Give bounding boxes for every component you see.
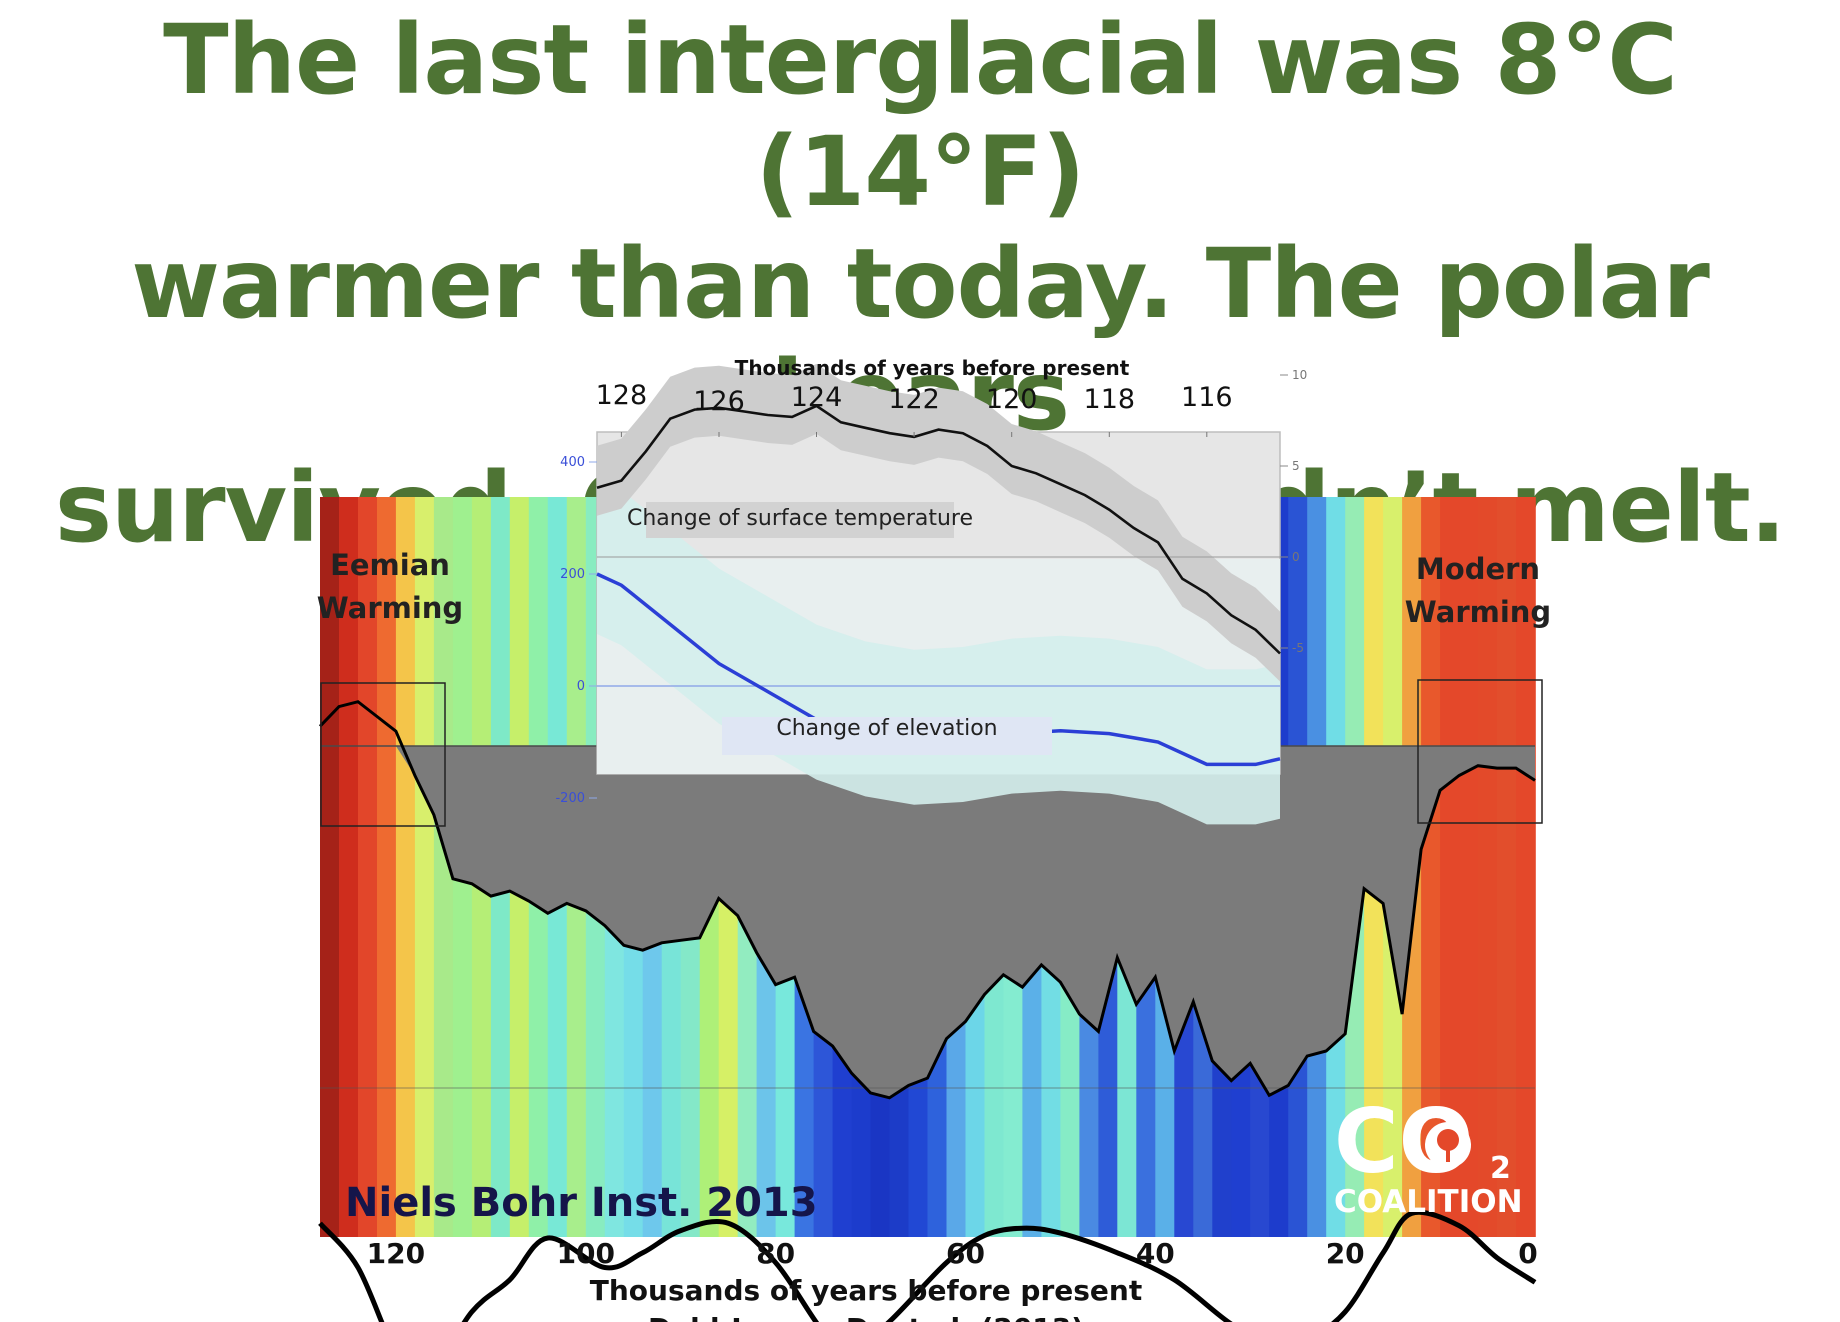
co2-coalition-logo: CO 2 COALITION <box>1334 1090 1523 1220</box>
main-x-ticks: 120 100 80 60 40 20 0 <box>367 1237 1538 1270</box>
climate-band <box>377 497 397 1237</box>
eemian-label-line-2: Warming <box>317 591 463 625</box>
climate-band <box>1497 497 1517 1237</box>
main-x-tick-label: 60 <box>946 1237 985 1270</box>
elev-label-box <box>722 717 1052 755</box>
modern-box <box>1417 679 1543 824</box>
modern-label-line-1: Modern <box>1416 552 1540 586</box>
main-x-tick-label: 40 <box>1136 1237 1175 1270</box>
temp-series-label: Change of surface temperature <box>627 506 973 531</box>
main-x-tick-label: 120 <box>367 1237 425 1270</box>
inset-chart: Change of surface temperature Change of … <box>555 356 1307 825</box>
inset-x-tick-label: 128 <box>596 380 648 411</box>
inset-temp-y-tick-label: 5 <box>1292 459 1300 473</box>
source-label: Niels Bohr Inst. 2013 <box>345 1180 818 1226</box>
citation-label: Dahl-Jensen D. et al. (2013) <box>648 1312 1084 1322</box>
climate-band <box>339 497 359 1237</box>
inset-temp-y-ticks: 10 5 0 -5 <box>1280 368 1307 655</box>
climate-band <box>358 497 378 1237</box>
main-x-tick-label: 80 <box>756 1237 795 1270</box>
temperature-uncertainty-band <box>597 363 1280 682</box>
inset-elev-y-tick-label: -200 <box>555 791 585 806</box>
climate-band <box>1516 497 1536 1237</box>
climate-band <box>1478 497 1498 1237</box>
main-chart: Eemian Warming Modern Warming Niels Bohr… <box>317 497 1551 1322</box>
logo-tree-trunk <box>1446 1146 1450 1162</box>
logo-tree-crown <box>1437 1129 1459 1151</box>
main-x-tick-label: 100 <box>557 1237 615 1270</box>
main-x-tick-label: 0 <box>1518 1237 1537 1270</box>
headline-line-1: The last interglacial was 8°C (14°F) <box>163 4 1678 228</box>
climate-band <box>433 497 454 1237</box>
inset-x-tick-label: 124 <box>791 382 843 413</box>
climate-band <box>414 497 435 1237</box>
climate-band <box>1459 497 1479 1237</box>
climate-band <box>320 497 340 1237</box>
eemian-label-line-1: Eemian <box>330 548 450 582</box>
inset-elev-y-tick-label: 0 <box>577 679 585 694</box>
inset-x-tick-label: 126 <box>693 386 745 417</box>
logo-text-sub: 2 <box>1490 1151 1511 1186</box>
inset-x-tick-label: 122 <box>888 384 940 415</box>
inset-x-tick-label: 116 <box>1181 382 1233 413</box>
eemian-box <box>320 682 446 827</box>
inset-x-ticks: 128 126 124 122 120 118 116 <box>596 380 1233 437</box>
climate-band <box>1421 497 1441 1237</box>
logo-text-bottom: COALITION <box>1334 1184 1523 1220</box>
climate-band <box>1440 497 1460 1237</box>
inset-temperature-line <box>596 404 1281 655</box>
temp-label-box <box>646 502 954 538</box>
inset-elev-y-tick-label: 400 <box>560 455 585 470</box>
inset-temp-y-tick-label: 0 <box>1292 550 1300 564</box>
elev-series-label: Change of elevation <box>776 716 997 741</box>
inset-temp-y-tick-label: 10 <box>1292 368 1307 382</box>
climate-band <box>395 497 416 1237</box>
inset-temp-y-tick-label: -5 <box>1292 641 1304 655</box>
inset-elev-y-tick-label: 200 <box>560 567 585 582</box>
temperature-line <box>318 700 1536 1100</box>
modern-label-line-2: Warming <box>1405 595 1551 629</box>
main-x-tick-label: 20 <box>1326 1237 1365 1270</box>
lower-curve <box>318 1209 1537 1322</box>
main-x-axis-label: Thousands of years before present <box>590 1274 1143 1307</box>
inset-elev-y-ticks: 400 200 0 -200 <box>555 455 597 806</box>
inset-x-tick-label: 118 <box>1084 384 1136 415</box>
inset-x-axis-label: Thousands of years before present <box>735 356 1130 380</box>
inset-x-tick-label: 120 <box>986 384 1038 415</box>
gray-mask <box>320 746 1535 1098</box>
